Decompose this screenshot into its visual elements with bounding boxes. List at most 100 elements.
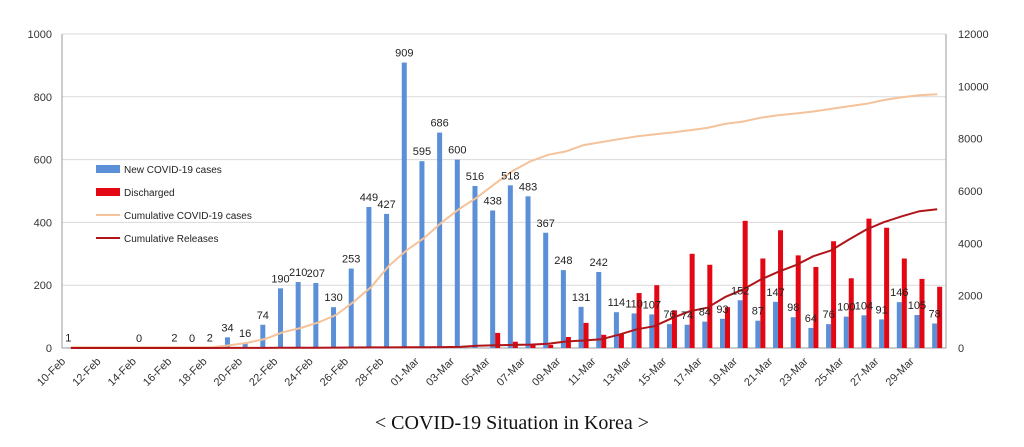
y-right-tick-label: 12000	[958, 29, 989, 41]
legend: New COVID-19 cases Discharged Cumulative C…	[96, 165, 252, 245]
new-cases-bar	[490, 210, 496, 348]
new-cases-data-label: 449	[360, 192, 378, 204]
discharged-bar	[742, 220, 748, 348]
new-cases-bar	[560, 270, 566, 348]
y-left-tick-label: 400	[34, 217, 52, 229]
new-cases-data-label: 248	[554, 255, 572, 267]
new-cases-bar	[401, 62, 407, 348]
new-cases-data-label: 600	[448, 145, 466, 157]
gridlines	[62, 33, 946, 286]
x-tick-label: 22-Feb	[247, 356, 280, 389]
new-cases-data-label: 84	[699, 307, 711, 319]
y-left-tick-label: 0	[46, 343, 52, 355]
new-cases-bar	[454, 159, 460, 348]
new-cases-bar	[843, 316, 849, 348]
new-cases-bar	[914, 315, 920, 348]
new-cases-bar	[224, 337, 230, 348]
new-cases-data-label: 518	[501, 170, 519, 182]
x-tick-label: 28-Feb	[353, 356, 386, 389]
new-cases-data-label: 130	[324, 292, 342, 304]
legend-swatch	[96, 165, 120, 173]
x-tick-label: 29-Mar	[884, 355, 917, 388]
new-cases-data-label: 2	[207, 332, 213, 344]
new-cases-data-label: 427	[377, 199, 395, 211]
x-tick-label: 20-Feb	[212, 356, 245, 389]
new-cases-bar	[242, 342, 248, 348]
bars	[65, 62, 943, 348]
new-cases-data-label: 686	[430, 118, 448, 130]
new-cases-bar	[861, 315, 867, 348]
chart-caption: < COVID-19 Situation in Korea >	[374, 412, 650, 434]
discharged-bar	[618, 333, 624, 348]
new-cases-bar	[331, 307, 337, 348]
x-tick-label: 12-Feb	[70, 356, 103, 389]
new-cases-data-label: 64	[805, 313, 817, 325]
x-tick-label: 16-Feb	[141, 356, 174, 389]
discharged-bar	[601, 334, 607, 348]
x-tick-label: 03-Mar	[424, 355, 457, 388]
new-cases-bar	[313, 283, 319, 348]
new-cases-data-label: 210	[289, 267, 307, 279]
new-cases-data-label: 91	[875, 304, 887, 316]
new-cases-bar	[808, 327, 814, 348]
discharged-bar	[495, 332, 501, 348]
new-cases-data-label: 909	[395, 48, 413, 60]
new-cases-data-label: 242	[590, 257, 608, 269]
discharged-bar	[654, 285, 660, 348]
y-right-tick-label: 6000	[958, 186, 982, 198]
x-tick-label: 21-Mar	[742, 355, 775, 388]
new-cases-bar	[507, 185, 513, 348]
new-cases-data-label: 105	[908, 300, 926, 312]
y-left-tick-label: 1000	[28, 29, 52, 41]
new-cases-bar	[437, 132, 443, 348]
new-cases-bar	[684, 324, 690, 348]
discharged-bar	[689, 253, 695, 348]
x-tick-label: 23-Mar	[778, 355, 811, 388]
new-cases-data-label: 131	[572, 292, 590, 304]
y-left-tick-label: 800	[34, 92, 52, 104]
new-cases-bar	[260, 324, 266, 348]
new-cases-data-label: 87	[752, 306, 764, 318]
new-cases-data-label: 146	[890, 287, 908, 299]
legend-label: New COVID-19 cases	[124, 165, 222, 176]
discharged-bar	[813, 266, 819, 348]
x-tick-label: 24-Feb	[283, 356, 316, 389]
discharged-bar	[778, 230, 784, 348]
new-cases-data-label: 0	[189, 333, 195, 345]
x-tick-label: 15-Mar	[636, 355, 669, 388]
new-cases-bar	[348, 268, 354, 348]
new-cases-data-label: 76	[663, 309, 675, 321]
discharged-bar	[848, 278, 854, 348]
x-tick-label: 26-Feb	[318, 356, 351, 389]
new-cases-data-label: 190	[271, 273, 289, 285]
x-tick-label: 10-Feb	[35, 356, 68, 389]
discharged-bar	[831, 241, 837, 348]
new-cases-data-label: 438	[483, 195, 501, 207]
new-cases-bar	[773, 301, 779, 348]
legend-label: Cumulative Releases	[124, 234, 219, 245]
new-cases-data-label: 98	[787, 302, 799, 314]
discharged-bar	[919, 278, 925, 348]
new-cases-data-label: 16	[239, 328, 251, 340]
discharged-bar	[884, 227, 890, 348]
y-right-tick-label: 2000	[958, 291, 982, 303]
x-tick-label: 13-Mar	[601, 355, 634, 388]
legend-label: Discharged	[124, 188, 175, 199]
discharged-bar	[760, 258, 766, 348]
new-cases-data-label: 1	[65, 333, 71, 345]
new-cases-data-label: 595	[413, 146, 431, 158]
y-right-tick-label: 4000	[958, 238, 982, 250]
new-cases-bar	[879, 319, 885, 348]
new-cases-data-label: 93	[716, 304, 728, 316]
new-cases-bar	[720, 318, 725, 348]
discharged-bar	[583, 322, 589, 348]
cumulative-lines	[70, 93, 938, 349]
x-tick-label: 01-Mar	[389, 355, 422, 388]
x-tick-label: 17-Mar	[671, 355, 704, 388]
x-tick-label: 18-Feb	[176, 356, 209, 389]
new-cases-data-label: 100	[837, 302, 855, 314]
x-tick-label: 09-Mar	[530, 355, 563, 388]
x-tick-label: 19-Mar	[707, 355, 740, 388]
new-cases-data-label: 367	[537, 218, 555, 230]
